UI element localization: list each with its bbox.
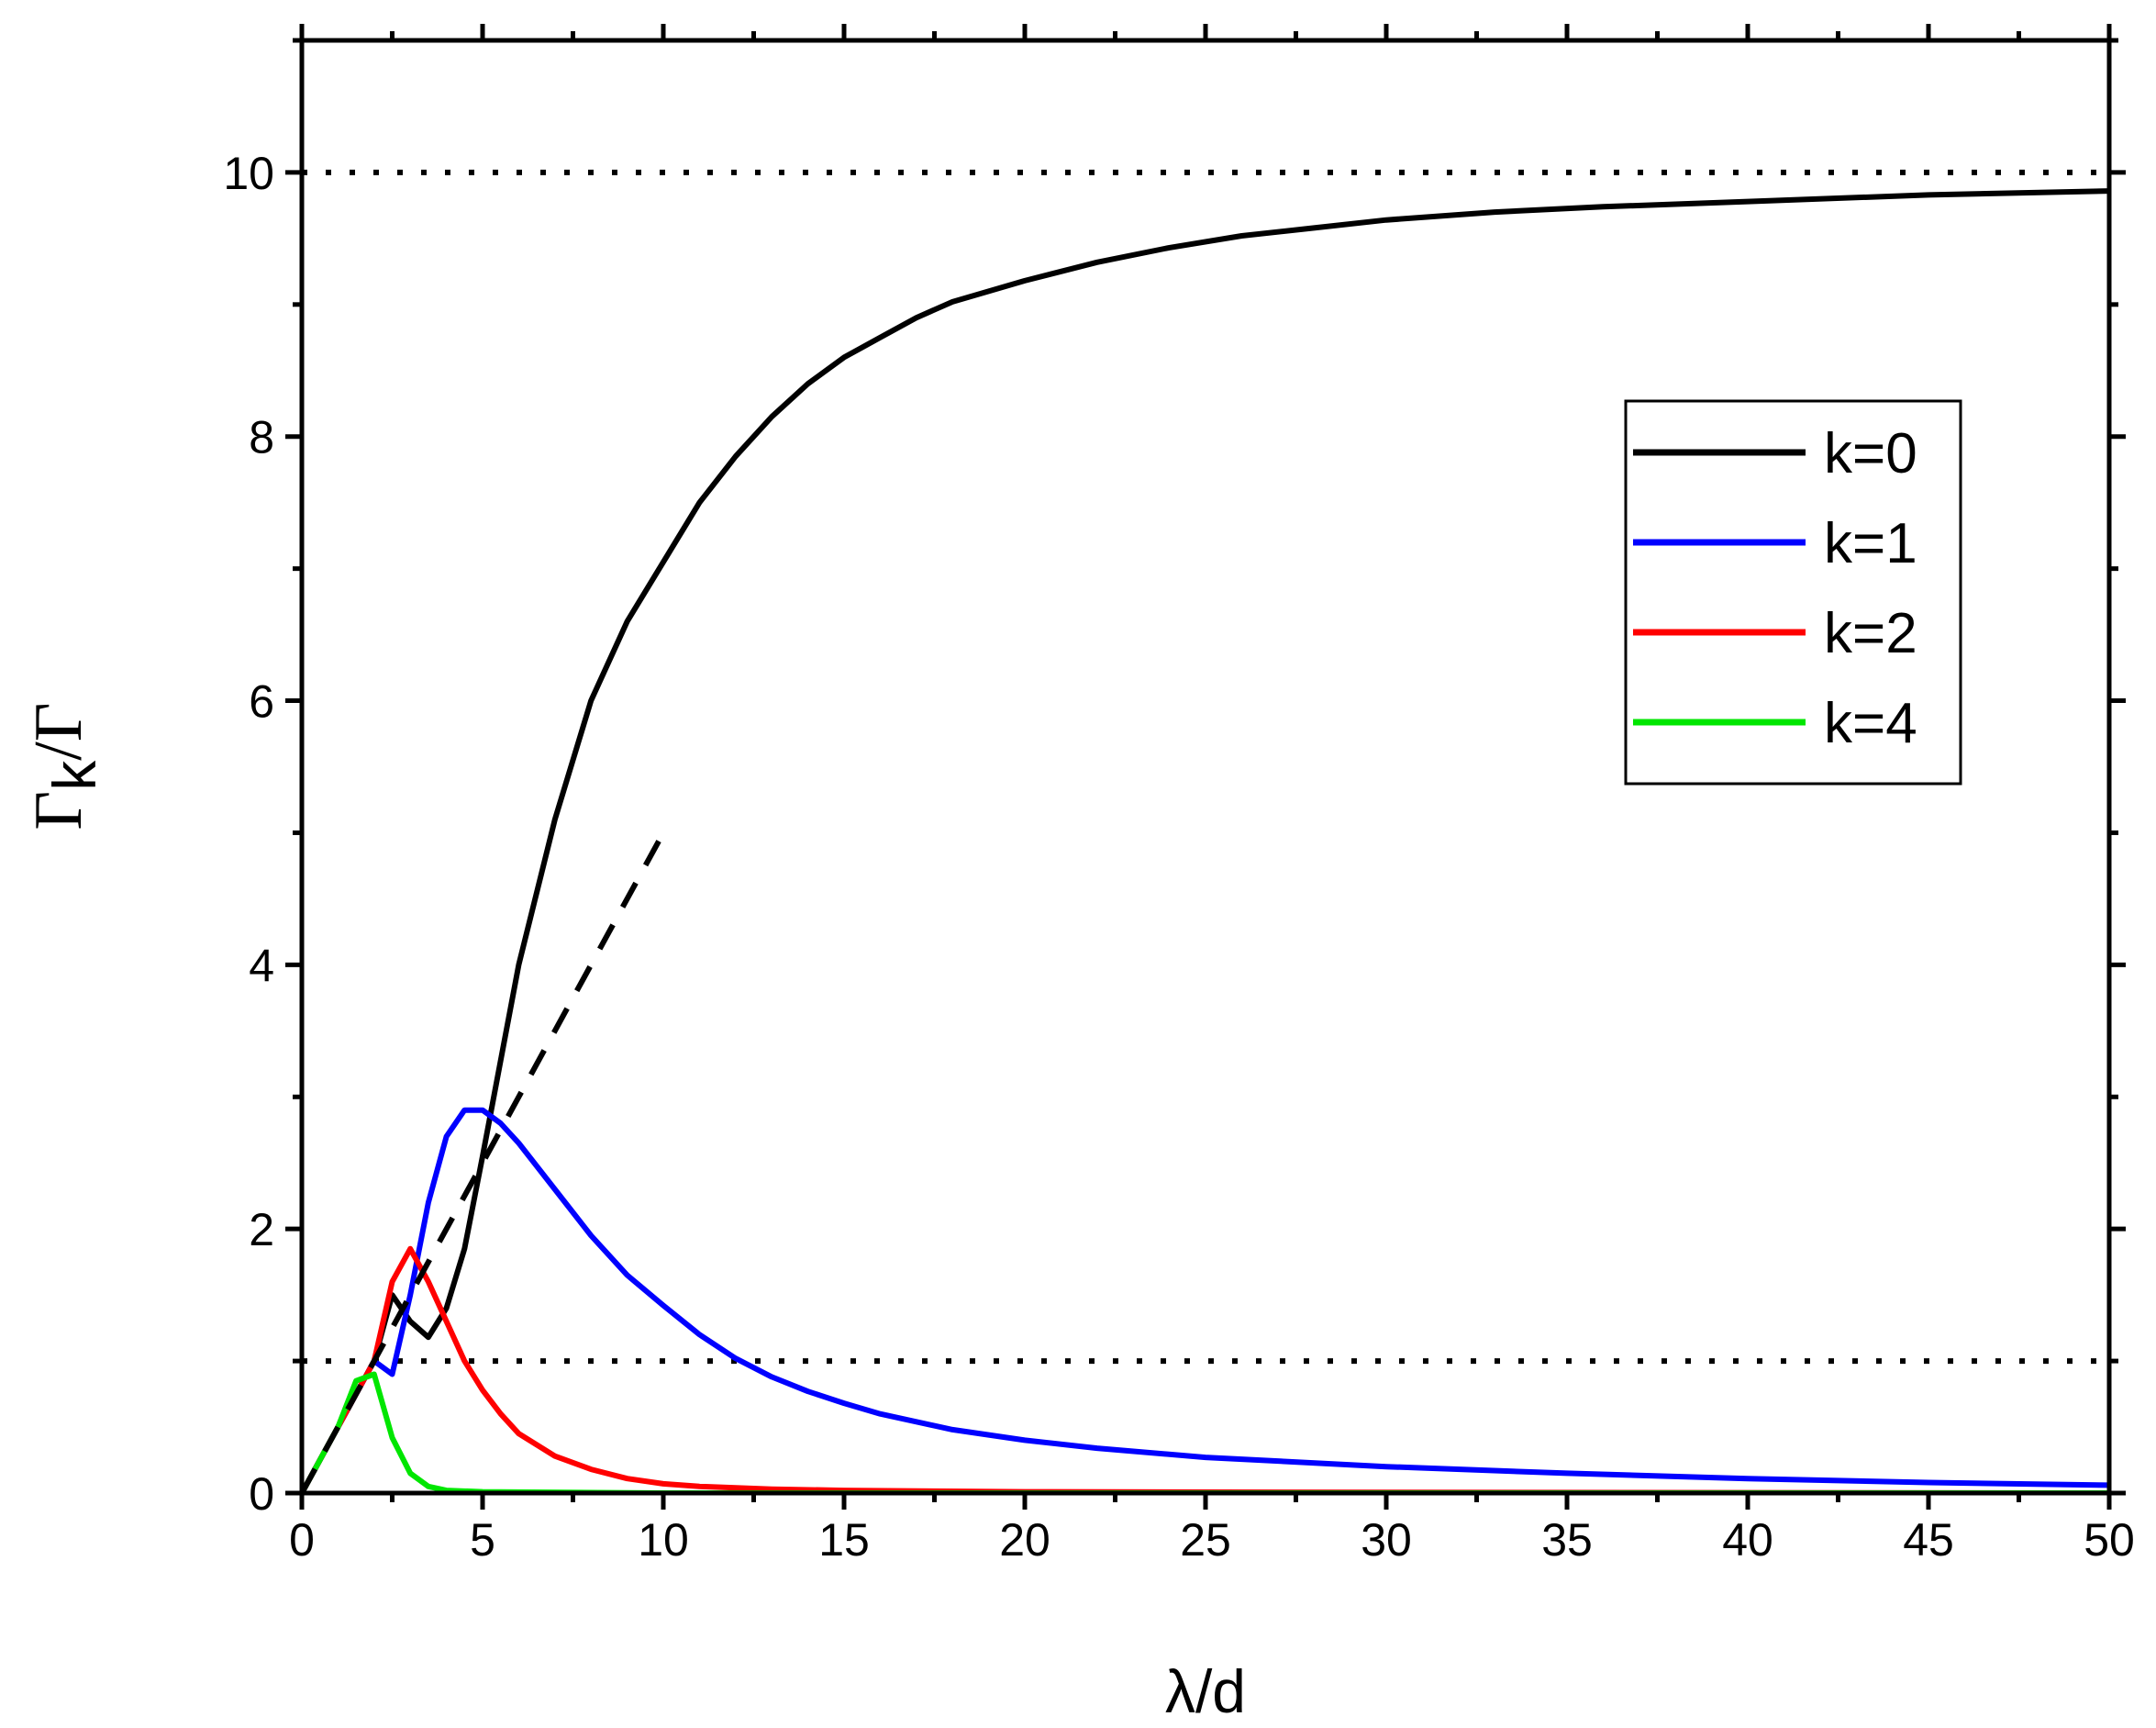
x-tick-label: 35 xyxy=(1541,1514,1593,1566)
legend: k=0 k=1 k=2 k=4 xyxy=(1624,399,1962,786)
x-tick-label: 0 xyxy=(289,1514,315,1566)
y-tick-label: 0 xyxy=(249,1468,274,1520)
svg-text:Γk/Γ: Γk/Γ xyxy=(21,702,108,830)
y-tick-label: 6 xyxy=(249,676,274,728)
series-line-k-1 xyxy=(302,1107,2109,1493)
x-tick-label: 50 xyxy=(2084,1514,2135,1566)
series-line-k-0 xyxy=(302,188,2109,1493)
y-tick-label: 10 xyxy=(223,148,274,199)
x-tick-label: 40 xyxy=(1722,1514,1773,1566)
series-line-dashed xyxy=(302,831,666,1493)
x-tick-label: 20 xyxy=(999,1514,1050,1566)
y-axis-title: Γk/Γ xyxy=(21,702,108,830)
y-axis-title-tail: /Γ xyxy=(21,702,96,760)
axis-ticks xyxy=(285,24,2126,1510)
legend-label: k=0 xyxy=(1824,422,1917,485)
x-axis-title: λ/d xyxy=(1165,1657,1246,1725)
legend-label: k=2 xyxy=(1824,602,1917,665)
legend-label: k=1 xyxy=(1824,512,1917,575)
tick-labels: 0 5 10 15 20 25 30 35 40 45 50 0 2 4 6 8 10 xyxy=(223,148,2134,1566)
y-tick-label: 2 xyxy=(249,1204,274,1255)
y-tick-label: 8 xyxy=(249,412,274,463)
y-axis-title-main: Γ xyxy=(21,791,96,831)
y-axis-title-sub: k xyxy=(40,760,108,791)
reference-lines xyxy=(302,169,2109,1365)
x-tick-label: 10 xyxy=(638,1514,689,1566)
x-tick-label: 25 xyxy=(1180,1514,1231,1566)
series-line-k-4 xyxy=(302,1371,2109,1493)
x-tick-label: 15 xyxy=(818,1514,870,1566)
legend-label: k=4 xyxy=(1824,692,1917,755)
x-tick-label: 5 xyxy=(470,1514,495,1566)
series-layer xyxy=(302,188,2109,1493)
y-tick-label: 4 xyxy=(249,940,274,991)
x-tick-label: 45 xyxy=(1903,1514,1954,1566)
x-tick-label: 30 xyxy=(1361,1514,1412,1566)
